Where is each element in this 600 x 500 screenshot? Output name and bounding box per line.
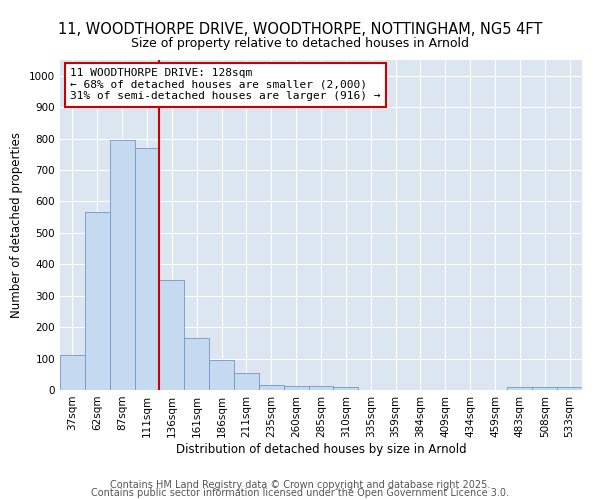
Bar bbox=[110, 140, 134, 390]
Y-axis label: Number of detached properties: Number of detached properties bbox=[10, 132, 23, 318]
Bar bbox=[134, 148, 160, 390]
Bar bbox=[85, 212, 110, 390]
Text: 11 WOODTHORPE DRIVE: 128sqm
← 68% of detached houses are smaller (2,000)
31% of : 11 WOODTHORPE DRIVE: 128sqm ← 68% of det… bbox=[70, 68, 381, 102]
Bar bbox=[60, 356, 85, 390]
Text: Contains HM Land Registry data © Crown copyright and database right 2025.: Contains HM Land Registry data © Crown c… bbox=[110, 480, 490, 490]
Text: Size of property relative to detached houses in Arnold: Size of property relative to detached ho… bbox=[131, 38, 469, 51]
Bar bbox=[508, 388, 532, 390]
Bar bbox=[209, 360, 234, 390]
Bar bbox=[160, 280, 184, 390]
Bar bbox=[259, 386, 284, 390]
Bar bbox=[334, 388, 358, 390]
Bar bbox=[557, 388, 582, 390]
Bar bbox=[308, 386, 334, 390]
Bar bbox=[184, 338, 209, 390]
Bar bbox=[284, 386, 308, 390]
X-axis label: Distribution of detached houses by size in Arnold: Distribution of detached houses by size … bbox=[176, 442, 466, 456]
Text: 11, WOODTHORPE DRIVE, WOODTHORPE, NOTTINGHAM, NG5 4FT: 11, WOODTHORPE DRIVE, WOODTHORPE, NOTTIN… bbox=[58, 22, 542, 38]
Bar bbox=[234, 372, 259, 390]
Text: Contains public sector information licensed under the Open Government Licence 3.: Contains public sector information licen… bbox=[91, 488, 509, 498]
Bar bbox=[532, 388, 557, 390]
